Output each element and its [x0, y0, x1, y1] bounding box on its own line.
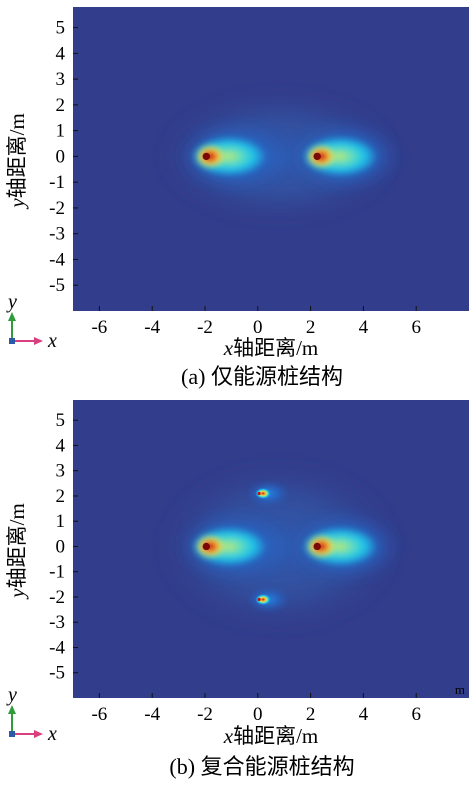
y-tick-label: 3 [56, 461, 66, 482]
y-tick-label: -1 [49, 562, 65, 583]
triad-origin [9, 731, 15, 737]
y-axis-variable: y [5, 198, 29, 210]
triad-y-arrowhead [8, 705, 16, 714]
small-pile-point [257, 491, 261, 496]
x-axis-label: x轴距离/m [223, 724, 319, 748]
panel-caption: (b) 复合能源桩结构 [169, 754, 354, 779]
x-tick-label: -6 [91, 317, 107, 338]
y-tick-label: 0 [56, 536, 66, 557]
y-tick-label: -4 [49, 637, 65, 658]
panel-caption: (a) 仅能源桩结构 [181, 364, 343, 389]
y-axis-label: y轴距离/m [5, 503, 29, 600]
axis-triad: yx [6, 291, 57, 352]
y-tick-label: -3 [49, 612, 65, 633]
y-axis-text: 轴距离/m [5, 503, 29, 588]
heat-source-core [306, 535, 336, 558]
triad-x-arrowhead [34, 337, 43, 345]
y-tick-label: -5 [49, 275, 65, 296]
y-tick-label: -4 [49, 249, 65, 270]
small-pile-core [255, 487, 271, 499]
y-axis-variable: y [5, 588, 29, 600]
x-tick-label: -4 [144, 317, 160, 338]
x-tick-label: -4 [144, 704, 160, 725]
x-tick-label: 4 [359, 704, 369, 725]
triad-x-label: x [47, 330, 57, 352]
y-tick-label: 4 [56, 435, 66, 456]
temperature-field [157, 89, 401, 224]
y-tick-label: 5 [56, 410, 66, 431]
y-tick-label: 2 [56, 95, 66, 116]
heat-source-core [195, 535, 225, 558]
x-tick-label: 6 [411, 704, 421, 725]
x-axis-text: 轴距离/m [233, 336, 318, 360]
x-tick-label: -2 [197, 704, 213, 725]
triad-origin [9, 338, 15, 344]
x-tick-label: -2 [197, 317, 213, 338]
heat-source-point [313, 152, 321, 161]
y-tick-label: 2 [56, 486, 66, 507]
triad-x-arrowhead [34, 730, 43, 738]
triad-y-label: y [6, 291, 17, 313]
heat-source-core [195, 144, 225, 169]
heat-source-point [202, 152, 211, 161]
y-tick-label: -5 [49, 663, 65, 684]
triad-x-label: x [47, 723, 57, 745]
x-axis-text: 轴距离/m [233, 724, 318, 748]
triad-y-label: y [6, 684, 17, 706]
x-tick-label: 0 [253, 317, 263, 338]
y-tick-label: 1 [56, 121, 66, 142]
small-pile-point [257, 597, 261, 602]
x-axis-variable: x [223, 336, 234, 360]
y-tick-label: -2 [49, 587, 65, 608]
y-tick-label: -2 [49, 198, 65, 219]
heat-source-point [313, 542, 321, 551]
x-axis-label: x轴距离/m [223, 336, 319, 360]
y-tick-label: 3 [56, 69, 66, 90]
x-tick-label: 2 [306, 317, 316, 338]
x-axis-variable: x [223, 724, 234, 748]
heat-source-point [202, 542, 211, 551]
y-axis-label: y轴距离/m [5, 113, 29, 210]
y-tick-label: -1 [49, 172, 65, 193]
corner-unit-label: m [455, 682, 465, 697]
x-tick-label: 0 [253, 704, 263, 725]
small-pile-core [255, 593, 271, 606]
heat-source-core [306, 144, 336, 169]
y-tick-label: 1 [56, 511, 66, 532]
y-tick-label: 0 [56, 146, 66, 167]
y-tick-label: 5 [56, 18, 66, 39]
x-tick-label: 6 [411, 317, 421, 338]
y-axis-text: 轴距离/m [5, 113, 29, 198]
triad-y-arrowhead [8, 312, 16, 321]
x-tick-label: 2 [306, 704, 316, 725]
x-tick-label: 4 [359, 317, 369, 338]
x-tick-label: -6 [91, 704, 107, 725]
y-tick-label: -3 [49, 224, 65, 245]
y-tick-label: 4 [56, 43, 66, 64]
axis-triad: yx [6, 684, 57, 745]
temperature-field [157, 460, 401, 633]
